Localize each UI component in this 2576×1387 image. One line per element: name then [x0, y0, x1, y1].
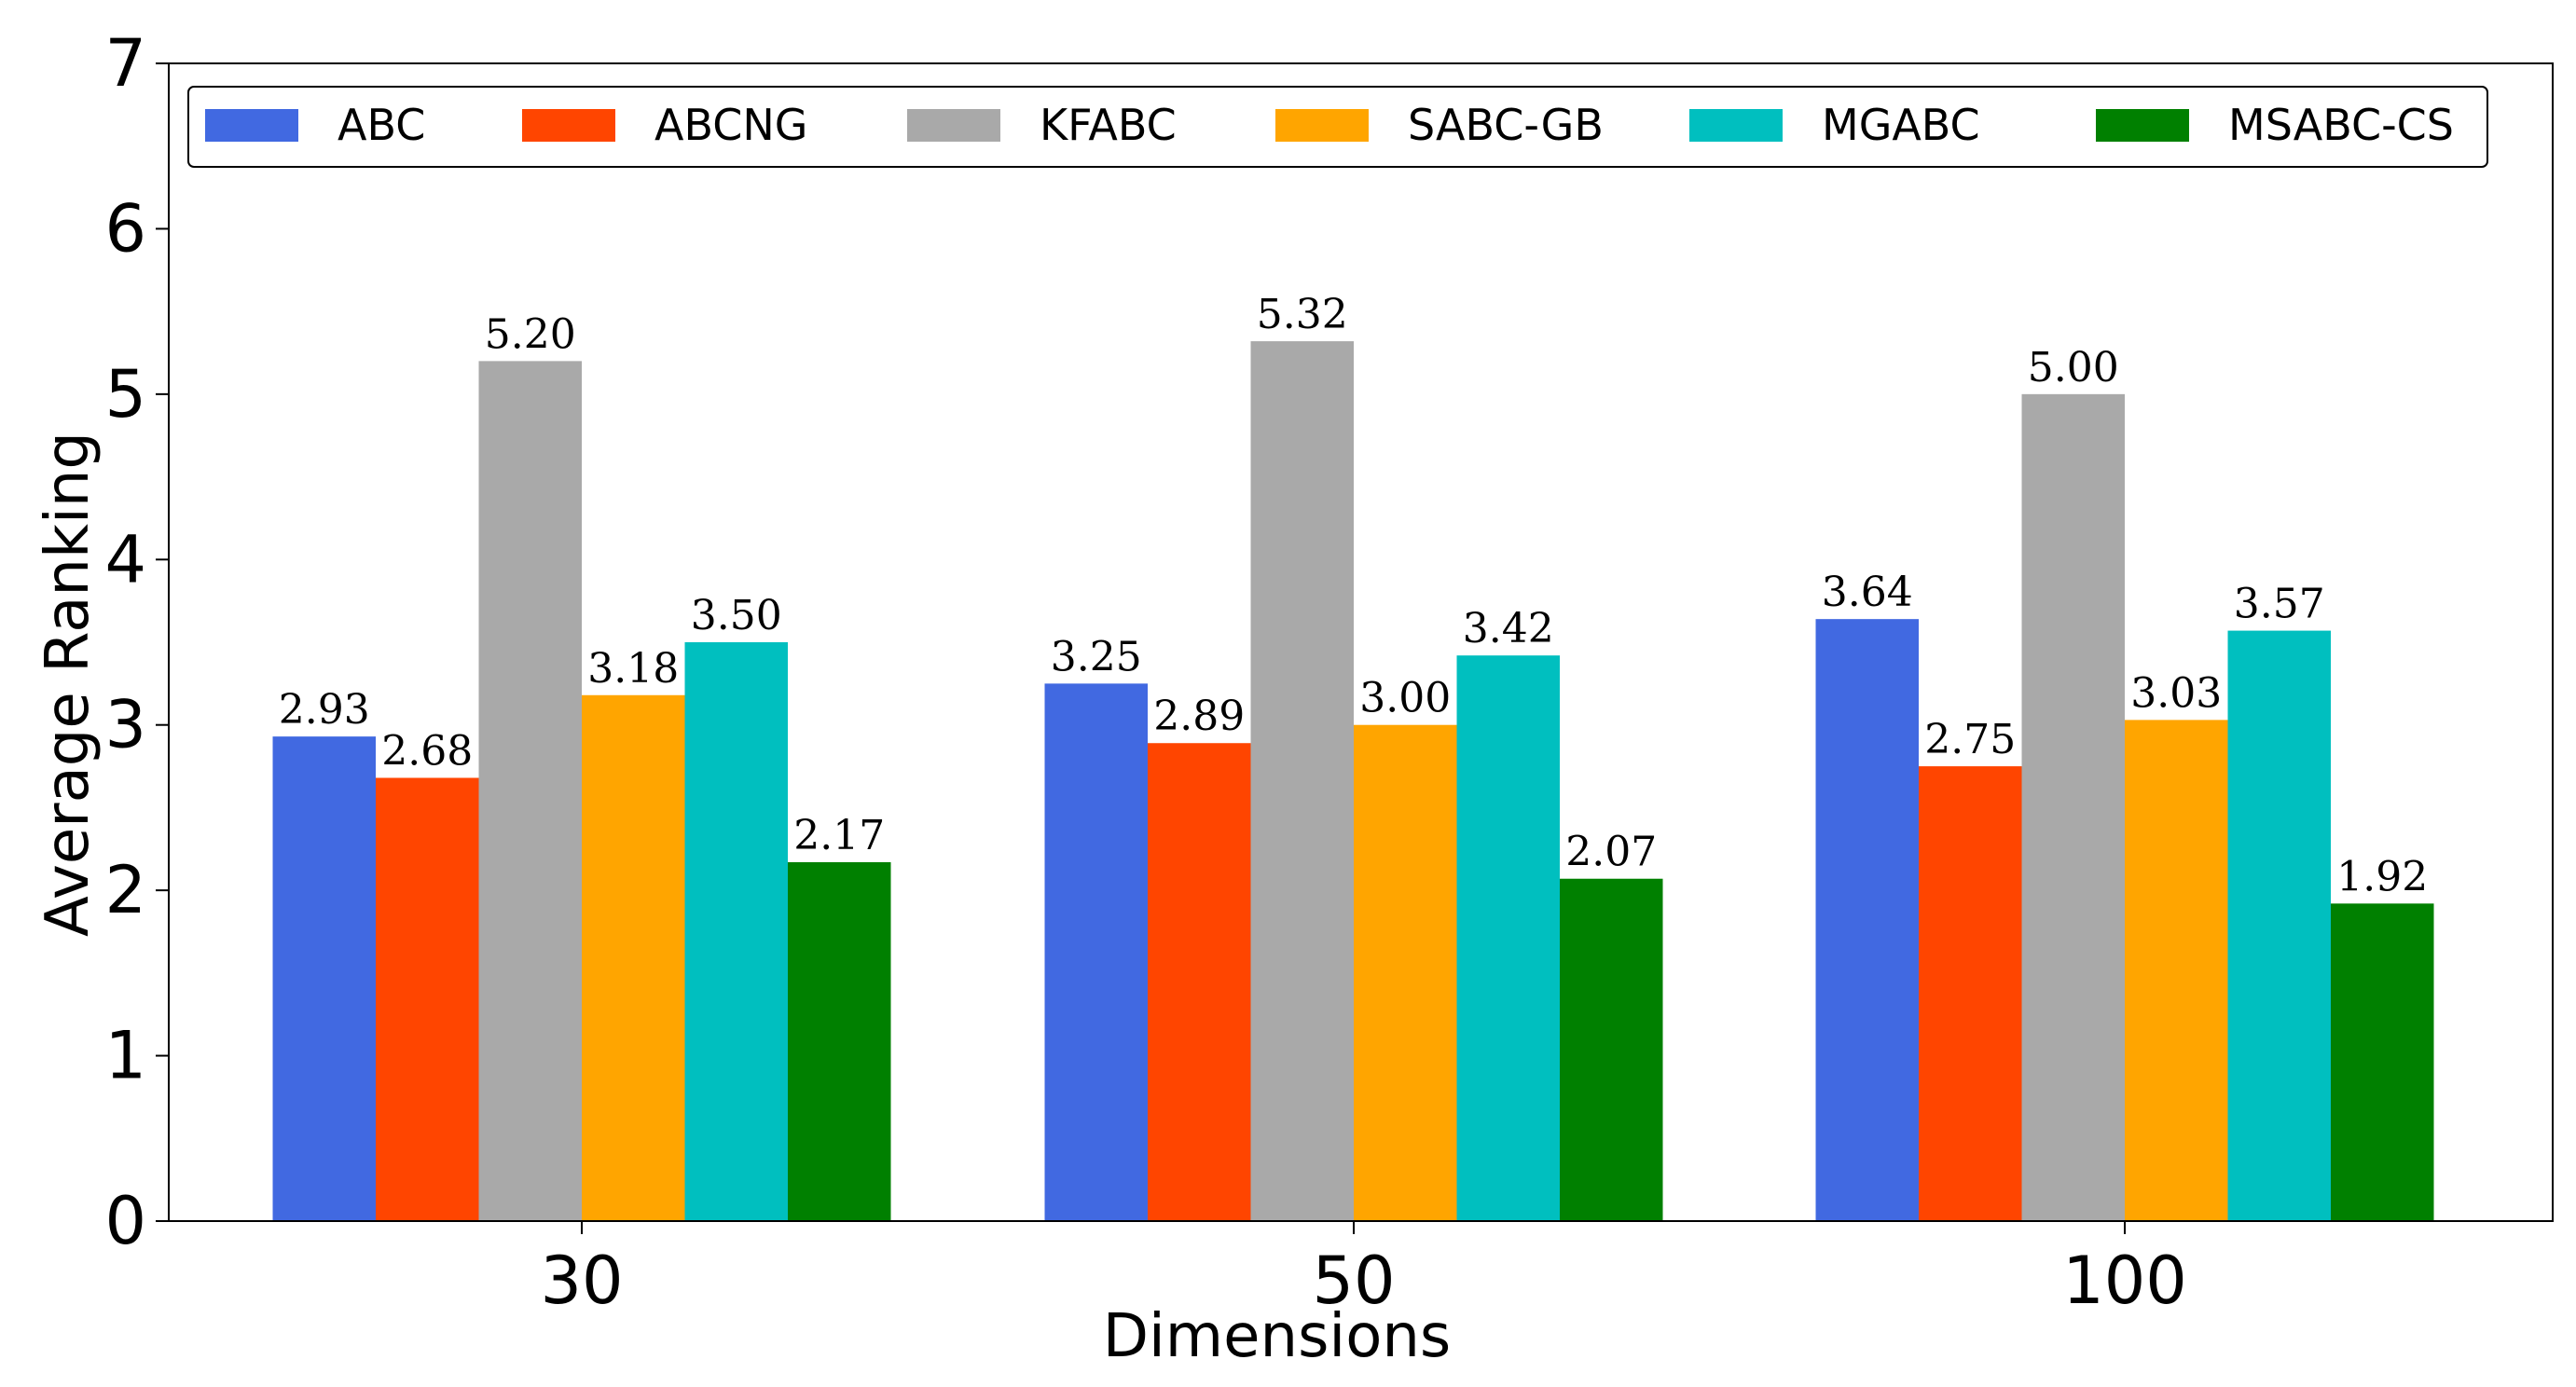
data-label-sabc-gb-50: 3.00 [1359, 675, 1451, 722]
bar-abc-30 [272, 736, 376, 1221]
series-kfabc [478, 341, 2125, 1222]
series-abc [272, 619, 1919, 1221]
legend-label-abcng: ABCNG [654, 100, 807, 150]
data-labels-layer: 2.93 3.25 3.64 2.68 2.89 2.75 5.20 5.32 5.00 3.18… [279, 291, 2428, 900]
legend-swatch-mgabc [1689, 109, 1783, 142]
bar-abcng-100 [1919, 766, 2022, 1221]
y-tick-label-2: 2 [104, 852, 146, 928]
x-axis-title: Dimensions [1103, 1302, 1452, 1371]
data-label-msabc-cs-100: 1.92 [2336, 853, 2428, 900]
legend-swatch-msabc-cs [2096, 109, 2189, 142]
x-axis: 30 50 100 [540, 1221, 2187, 1319]
x-tick-label-30: 30 [540, 1243, 623, 1319]
y-tick-label-4: 4 [104, 521, 146, 597]
y-tick-label-0: 0 [104, 1183, 146, 1259]
data-label-kfabc-50: 5.32 [1257, 291, 1348, 338]
bar-sabc-gb-50 [1354, 724, 1457, 1221]
data-label-msabc-cs-50: 2.07 [1565, 829, 1657, 876]
y-axis-title: Average Ranking [34, 432, 103, 937]
plot-frame [168, 62, 2554, 1222]
series-sabc-gb [582, 694, 2228, 1221]
data-label-abc-50: 3.25 [1051, 633, 1142, 680]
legend-swatch-abc [205, 109, 298, 142]
legend-label-msabc-cs: MSABC-CS [2228, 100, 2454, 150]
bar-abcng-30 [376, 777, 479, 1221]
bar-mgabc-100 [2227, 630, 2331, 1221]
legend: ABC ABCNG KFABC SABC-GB MGABC MSABC-CS [187, 86, 2488, 168]
legend-label-sabc-gb: SABC-GB [1408, 100, 1604, 150]
series-mgabc [684, 630, 2331, 1221]
x-tick-label-100: 100 [2062, 1243, 2187, 1319]
data-label-sabc-gb-30: 3.18 [587, 645, 679, 693]
bar-mgabc-30 [684, 642, 788, 1221]
series-msabc-cs [788, 861, 2434, 1221]
data-label-kfabc-100: 5.00 [2028, 344, 2119, 391]
bar-kfabc-30 [478, 361, 582, 1221]
bar-abcng-50 [1148, 743, 1251, 1221]
bar-msabc-cs-50 [1560, 878, 1663, 1221]
data-label-abc-30: 2.93 [279, 686, 370, 734]
y-tick-label-1: 1 [104, 1018, 146, 1094]
y-tick-label-6: 6 [104, 190, 146, 267]
data-label-mgabc-30: 3.50 [691, 592, 782, 639]
data-label-abc-100: 3.64 [1822, 569, 1913, 616]
bars-layer [272, 341, 2434, 1222]
bar-kfabc-50 [1250, 341, 1354, 1222]
data-label-abcng-30: 2.68 [381, 727, 473, 775]
bar-abc-50 [1044, 683, 1148, 1221]
bar-abc-100 [1815, 619, 1919, 1221]
data-label-abcng-50: 2.89 [1153, 693, 1245, 740]
legend-label-abc: ABC [337, 100, 425, 150]
legend-label-kfabc: KFABC [1040, 100, 1177, 150]
y-tick-label-5: 5 [104, 356, 146, 433]
data-label-mgabc-100: 3.57 [2234, 581, 2325, 628]
legend-label-mgabc: MGABC [1822, 100, 1980, 150]
legend-swatch-sabc-gb [1275, 109, 1369, 142]
series-abcng [376, 743, 2022, 1221]
data-label-msabc-cs-30: 2.17 [793, 812, 885, 859]
data-label-kfabc-30: 5.20 [485, 310, 576, 358]
y-tick-label-3: 3 [104, 687, 146, 763]
data-label-sabc-gb-100: 3.03 [2130, 669, 2222, 717]
bar-mgabc-50 [1456, 655, 1560, 1221]
bar-sabc-gb-100 [2125, 720, 2228, 1221]
y-tick-label-7: 7 [104, 25, 146, 102]
bar-msabc-cs-30 [788, 861, 891, 1221]
data-label-abcng-100: 2.75 [1924, 716, 2016, 763]
x-tick-label-50: 50 [1312, 1243, 1395, 1319]
legend-swatch-abcng [522, 109, 615, 142]
data-label-mgabc-50: 3.42 [1463, 605, 1554, 652]
y-axis: 0 1 2 3 4 5 6 7 [104, 25, 169, 1259]
bar-kfabc-100 [2021, 393, 2125, 1221]
bar-sabc-gb-30 [582, 694, 685, 1221]
legend-swatch-kfabc [907, 109, 1000, 142]
bar-msabc-cs-100 [2331, 903, 2434, 1221]
